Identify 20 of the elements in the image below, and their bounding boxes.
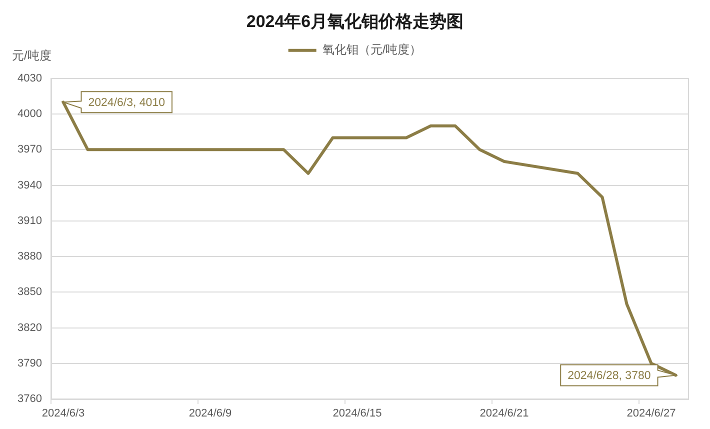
y-tick-label: 3760 <box>18 393 42 406</box>
y-tick-label: 3880 <box>18 250 42 263</box>
x-tick-label: 2024/6/15 <box>332 408 382 420</box>
y-tick-label: 3940 <box>18 179 42 192</box>
x-tick-label: 2024/6/27 <box>626 408 676 420</box>
y-tick-label: 4030 <box>18 72 42 84</box>
y-tick-label: 4000 <box>18 108 42 120</box>
x-tick-label: 2024/6/9 <box>188 408 232 420</box>
y-tick-label: 3850 <box>18 286 42 298</box>
x-tick-label: 2024/6/3 <box>42 408 85 420</box>
chart-title: 2024年6月氧化钼价格走势图 <box>246 12 464 31</box>
y-axis-title: 元/吨度 <box>12 48 52 63</box>
y-tick-label: 3790 <box>18 357 42 370</box>
legend-label: 氧化钼（元/吨度） <box>322 42 422 57</box>
y-tick-label: 3820 <box>18 322 42 334</box>
y-tick-label: 3910 <box>18 214 42 227</box>
y-tick-label: 3970 <box>18 144 42 156</box>
annotation: 2024/6/28, 3780 <box>568 370 651 382</box>
x-tick-label: 2024/6/21 <box>480 408 529 420</box>
annotation: 2024/6/3, 4010 <box>88 96 165 109</box>
